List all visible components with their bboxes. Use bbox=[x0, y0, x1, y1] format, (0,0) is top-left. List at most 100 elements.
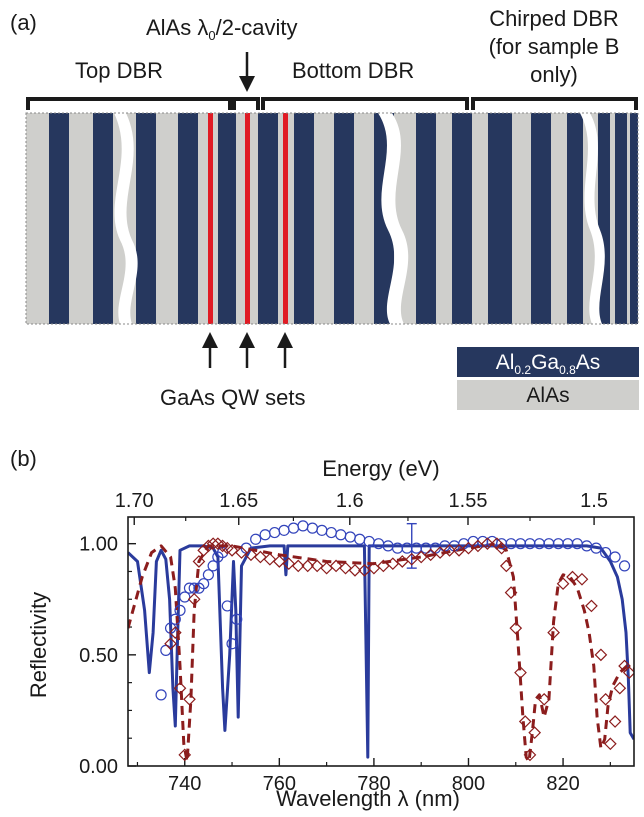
circle-marker bbox=[179, 591, 191, 603]
circle-marker bbox=[278, 524, 290, 536]
diamond-marker bbox=[518, 715, 532, 728]
x-tick-label: 780 bbox=[357, 773, 390, 795]
diamond-marker bbox=[235, 546, 248, 559]
circle-marker bbox=[325, 526, 337, 539]
circle-marker bbox=[287, 522, 300, 534]
diamond-marker bbox=[594, 648, 608, 662]
circle-marker bbox=[618, 560, 631, 572]
circle-marker bbox=[198, 578, 210, 590]
y-tick-label: 1.00 bbox=[79, 534, 118, 556]
diamond-marker bbox=[272, 555, 286, 568]
circle-marker bbox=[590, 542, 602, 554]
diamond-marker bbox=[192, 555, 206, 568]
circle-marker bbox=[174, 604, 186, 616]
diamond-marker bbox=[443, 543, 456, 557]
circle-marker bbox=[207, 560, 219, 572]
diamond-marker bbox=[622, 666, 634, 679]
y-tick-label: 0.00 bbox=[79, 756, 118, 778]
circle-marker bbox=[335, 529, 347, 541]
diamond-marker bbox=[537, 692, 551, 706]
x-tick-label: 800 bbox=[452, 773, 485, 795]
circle-marker bbox=[344, 531, 356, 543]
diamond-marker bbox=[348, 564, 362, 577]
diamond-marker bbox=[197, 543, 211, 557]
cavity-bracket bbox=[232, 97, 260, 110]
circle-marker bbox=[160, 644, 172, 656]
series-solid-line bbox=[128, 544, 634, 759]
diamond-marker bbox=[547, 626, 560, 639]
bottom-dbr-label: Bottom DBR bbox=[292, 58, 414, 83]
layer-stack bbox=[26, 113, 638, 324]
diamond-marker bbox=[254, 550, 267, 564]
diamond-marker bbox=[339, 561, 352, 575]
qw-arrows bbox=[202, 332, 293, 368]
panel-a-label: (a) bbox=[10, 10, 37, 35]
diamond-marker bbox=[575, 572, 589, 586]
circle-marker bbox=[155, 689, 167, 701]
stack-outline bbox=[25, 112, 639, 325]
diamond-marker bbox=[556, 577, 570, 591]
circle-marker bbox=[268, 526, 281, 539]
circle-marker bbox=[202, 569, 214, 581]
diamond-marker bbox=[244, 548, 258, 562]
top-tick-label: 1.70 bbox=[115, 490, 154, 512]
circle-marker bbox=[609, 551, 621, 563]
diamond-marker bbox=[263, 552, 277, 566]
circle-marker bbox=[354, 533, 366, 545]
diamond-marker bbox=[613, 681, 627, 695]
diamond-marker bbox=[566, 570, 579, 584]
circle-marker bbox=[600, 546, 612, 559]
top-tick-label: 1.65 bbox=[219, 490, 258, 512]
diamond-marker bbox=[608, 715, 622, 728]
diamond-marker bbox=[178, 748, 192, 762]
top-dbr-label: Top DBR bbox=[75, 58, 163, 83]
diamond-marker bbox=[504, 586, 518, 599]
diamond-marker bbox=[320, 561, 333, 575]
diamond-marker bbox=[187, 592, 201, 606]
chirped-dbr-bracket bbox=[471, 97, 638, 110]
top-dbr-bracket bbox=[26, 97, 232, 110]
circle-marker bbox=[221, 600, 233, 612]
diamond-marker bbox=[604, 737, 617, 751]
diamond-marker bbox=[528, 726, 542, 740]
diamond-marker bbox=[168, 626, 182, 639]
diamond-marker bbox=[495, 541, 508, 555]
qw-set-3 bbox=[283, 113, 288, 324]
y-tick-label: 0.50 bbox=[79, 645, 118, 667]
plot-frame bbox=[127, 516, 635, 767]
qw-set-2 bbox=[245, 113, 250, 324]
axis-ticks: 740 760 780 800 820 0.00 0.50 1.00 1.70 1.65 1.6 1.… bbox=[79, 490, 611, 795]
top-tick-label: 1.55 bbox=[449, 490, 488, 512]
x-tick-label: 740 bbox=[168, 773, 201, 795]
circle-marker bbox=[231, 613, 243, 625]
top-tick-label: 1.6 bbox=[336, 490, 364, 512]
diamond-marker bbox=[585, 599, 598, 613]
circle-marker bbox=[169, 613, 181, 625]
diamond-marker bbox=[173, 681, 187, 695]
circle-marker bbox=[226, 638, 238, 650]
diamond-marker bbox=[206, 537, 220, 551]
diamond-marker bbox=[164, 637, 177, 651]
region-brackets bbox=[26, 97, 638, 110]
legend-alas-swatch bbox=[457, 380, 639, 410]
circle-marker bbox=[297, 520, 309, 532]
y-axis-title: Reflectivity bbox=[26, 592, 51, 698]
qw-label: GaAs QW sets bbox=[160, 385, 305, 410]
diamond-marker bbox=[499, 559, 513, 573]
diamond-marker bbox=[386, 557, 400, 571]
x-tick-label: 760 bbox=[263, 773, 296, 795]
diamond-marker bbox=[183, 692, 196, 706]
circle-marker bbox=[259, 529, 271, 541]
top-axis-title: Energy (eV) bbox=[322, 456, 439, 481]
diamond-marker bbox=[291, 559, 305, 573]
diamond-marker bbox=[282, 557, 296, 571]
legend-alas-label: AlAs bbox=[526, 384, 569, 407]
chirped-dbr-label-line3: only) bbox=[530, 62, 578, 87]
circle-marker bbox=[306, 522, 319, 534]
chirped-dbr-label-line1: Chirped DBR bbox=[489, 6, 619, 31]
series-dashed-line bbox=[128, 542, 634, 764]
legend-algaas-label: Al0.2Ga0.8As bbox=[496, 351, 601, 377]
diamond-marker bbox=[514, 666, 527, 679]
x-tick-label: 820 bbox=[546, 773, 579, 795]
